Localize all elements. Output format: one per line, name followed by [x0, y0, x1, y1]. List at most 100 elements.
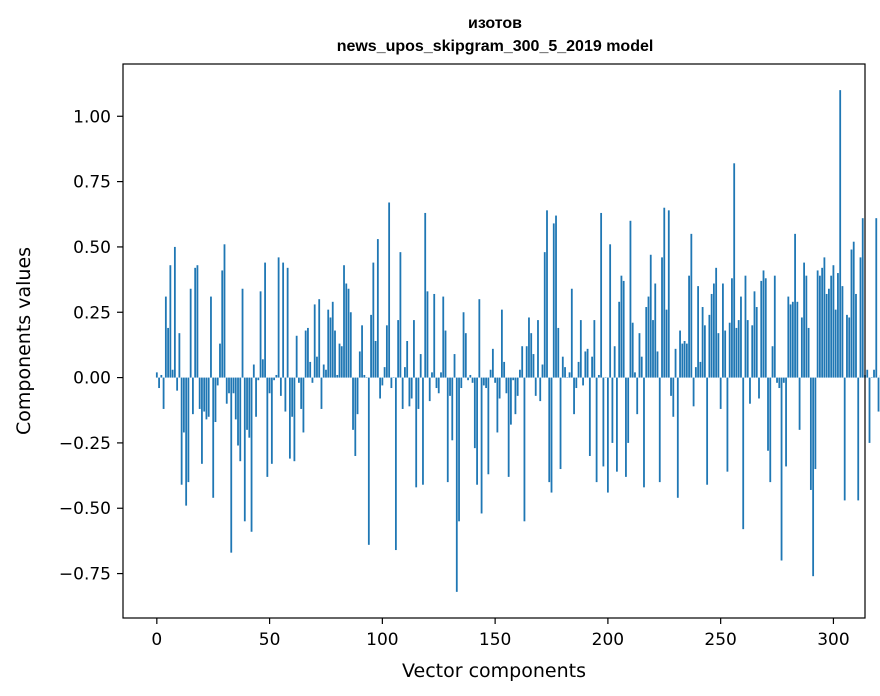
bar [510, 377, 512, 425]
bar [300, 377, 303, 409]
bar [381, 377, 384, 386]
bar [708, 314, 711, 378]
bar [320, 377, 323, 409]
bar [852, 241, 855, 378]
bar [478, 299, 481, 378]
bar [606, 377, 609, 493]
bar [273, 377, 275, 381]
bar [458, 377, 460, 522]
bar [577, 361, 580, 378]
bar [717, 333, 720, 378]
bar [356, 377, 359, 415]
bar [519, 369, 521, 378]
bar [225, 377, 228, 404]
bar [595, 377, 598, 483]
bar [706, 377, 709, 485]
bar [767, 377, 769, 451]
bar [523, 377, 526, 522]
bar [681, 343, 684, 378]
bar [363, 374, 366, 378]
bar [413, 320, 415, 378]
bar [406, 341, 409, 378]
bar [643, 377, 645, 488]
bar [530, 333, 533, 378]
bar [311, 377, 314, 383]
bar [275, 374, 278, 378]
bar [611, 377, 614, 443]
bar [336, 374, 339, 378]
bar [656, 351, 659, 378]
bar [293, 377, 296, 462]
x-axis: 0 50 100 150 200 250 300 [151, 618, 850, 650]
bar [588, 377, 591, 456]
bar [347, 288, 350, 378]
bar [525, 346, 528, 378]
bar [812, 377, 815, 577]
bar [277, 257, 280, 378]
bar [618, 301, 621, 378]
bar [302, 377, 305, 433]
bar [600, 212, 603, 378]
bar [688, 275, 690, 378]
bar [609, 244, 612, 378]
bar [440, 372, 442, 378]
bar [435, 377, 438, 389]
bar [415, 377, 418, 488]
x-tick-label: 300 [817, 630, 849, 650]
bar [647, 296, 650, 378]
bar [374, 341, 377, 378]
bar [814, 377, 817, 470]
bar [171, 369, 174, 378]
bar [586, 348, 589, 378]
bar [548, 377, 551, 483]
bar [776, 377, 778, 383]
bar [861, 218, 864, 378]
bar [316, 356, 318, 378]
bar [570, 288, 573, 378]
bar [640, 356, 643, 378]
bar [239, 377, 242, 462]
bar [794, 233, 796, 378]
bar [243, 377, 246, 522]
bar [634, 372, 636, 378]
bar [318, 299, 321, 378]
bar [449, 377, 451, 396]
bar [426, 291, 429, 378]
bar [158, 377, 160, 389]
bar [379, 377, 381, 399]
bar [719, 377, 722, 409]
bar [676, 377, 679, 498]
bar [192, 377, 194, 415]
bar [848, 317, 851, 378]
bar [295, 335, 298, 378]
bar [453, 354, 456, 378]
bar [514, 377, 517, 415]
bar [291, 377, 294, 417]
bar [246, 377, 248, 430]
x-tick-label: 250 [704, 630, 736, 650]
bar [735, 327, 738, 378]
bar [250, 377, 253, 532]
bar [807, 327, 810, 378]
bar [399, 252, 402, 378]
bar [679, 330, 681, 378]
bar [740, 296, 742, 378]
bar [507, 377, 510, 477]
bar [638, 333, 641, 378]
bar [692, 377, 695, 407]
bar [390, 377, 393, 389]
bar [546, 210, 548, 378]
bar [503, 361, 506, 378]
y-tick-label: −0.50 [59, 499, 111, 519]
bar [685, 343, 688, 378]
bar [298, 377, 300, 383]
bar [798, 377, 801, 430]
bar [268, 377, 271, 394]
bar [216, 377, 219, 386]
bar [358, 351, 361, 378]
bar [744, 275, 747, 378]
bar [309, 361, 312, 378]
bar [715, 267, 718, 378]
bar [557, 327, 560, 378]
bar [446, 377, 449, 483]
